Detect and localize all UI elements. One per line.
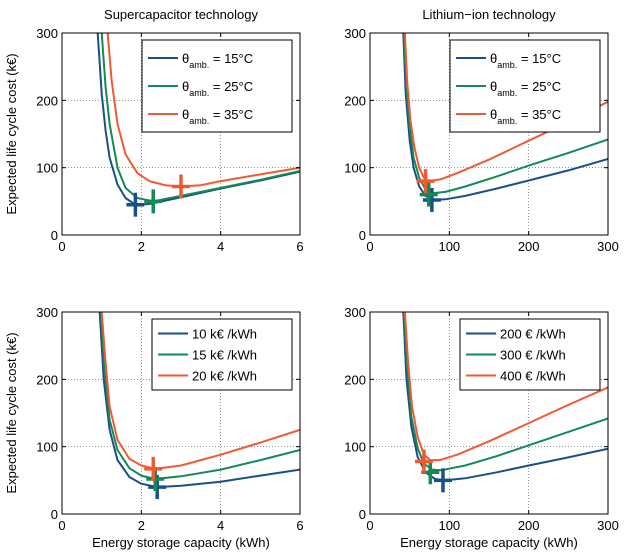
legend-label-3: 20 k€ /kWh: [192, 369, 257, 384]
y-tick-label: 100: [344, 161, 366, 176]
legend-label-1: 10 k€ /kWh: [192, 327, 257, 342]
legend: 200 € /kWh 300 € /kWh 400 € /kWh: [459, 318, 601, 391]
legend-label-1: θamb. = 15°C: [182, 51, 253, 70]
chart-panel-3: 0 2 4 6 0 100 200 300 Energy storage capacity (k…: [4, 305, 304, 550]
y-tick-label: 100: [36, 440, 58, 455]
x-tick-label: 200: [518, 239, 540, 254]
series-line-3: [100, 312, 300, 470]
axes-box: [61, 32, 301, 236]
legend-label-3: 400 € /kWh: [500, 369, 566, 384]
legend-label-2: 15 k€ /kWh: [192, 348, 257, 363]
chart-panel-1: 0 2 4 6 0 100 200 300 Supercapacitor technology E…: [4, 7, 304, 254]
legend: θamb. = 15°C θamb. = 25°C θamb. = 35°C: [141, 39, 293, 133]
y-tick-label: 200: [344, 372, 366, 387]
legend: θamb. = 15°C θamb. = 25°C θamb. = 35°C: [449, 39, 601, 133]
x-axis-label: Energy storage capacity (kWh): [92, 535, 270, 550]
series-group: [96, 33, 300, 206]
series-line-2: [100, 33, 300, 203]
chart-title: Lithium−ion technology: [422, 7, 556, 22]
y-axis-label: Expected life cycle cost (k€): [4, 332, 19, 493]
y-tick-label: 200: [36, 93, 58, 108]
x-axis-label: Energy storage capacity (kWh): [400, 535, 578, 550]
legend-label-3: θamb. = 35°C: [490, 107, 561, 126]
series-line-3: [106, 33, 300, 188]
y-tick-label: 0: [359, 507, 366, 522]
x-tick-label: 0: [366, 518, 373, 533]
legend-label-2: 300 € /kWh: [500, 348, 566, 363]
legend-label-1: θamb. = 15°C: [490, 51, 561, 70]
y-tick-label: 200: [344, 93, 366, 108]
y-tick-label: 0: [51, 228, 58, 243]
legend-label-2: θamb. = 25°C: [182, 79, 253, 98]
chart-panel-2: 0 100 200 300 0 100 200 300 Lithium−ion technolo…: [344, 7, 619, 254]
x-tick-label: 300: [597, 239, 619, 254]
y-tick-label: 0: [51, 507, 58, 522]
legend-label-1: 200 € /kWh: [500, 327, 566, 342]
axes-box: [61, 311, 301, 515]
legend: 10 k€ /kWh 15 k€ /kWh 20 k€ /kWh: [151, 318, 293, 391]
chart-title: Supercapacitor technology: [104, 7, 258, 22]
x-tick-label: 100: [438, 518, 460, 533]
y-tick-label: 300: [344, 26, 366, 41]
x-tick-label: 300: [597, 518, 619, 533]
legend-label-2: θamb. = 25°C: [490, 79, 561, 98]
x-tick-label: 6: [296, 518, 303, 533]
chart-panel-4: 0 100 200 300 0 100 200 300 Energy storage capac…: [344, 305, 619, 550]
y-tick-label: 200: [36, 372, 58, 387]
x-tick-label: 6: [296, 239, 303, 254]
x-tick-label: 2: [138, 518, 145, 533]
y-tick-label: 300: [344, 305, 366, 320]
axes-box: [369, 311, 609, 515]
x-tick-label: 100: [438, 239, 460, 254]
legend-label-3: θamb. = 35°C: [182, 107, 253, 126]
x-tick-label: 4: [217, 239, 224, 254]
y-tick-label: 300: [36, 26, 58, 41]
axes-box: [369, 32, 609, 236]
series-group: [98, 312, 300, 489]
y-tick-label: 300: [36, 305, 58, 320]
series-line-2: [99, 312, 300, 480]
y-tick-label: 0: [359, 228, 366, 243]
x-tick-label: 200: [518, 518, 540, 533]
x-tick-label: 0: [58, 518, 65, 533]
x-tick-label: 0: [366, 239, 373, 254]
x-tick-label: 4: [217, 518, 224, 533]
x-tick-label: 0: [58, 239, 65, 254]
series-line-1: [98, 312, 300, 489]
y-axis-label: Expected life cycle cost (k€): [4, 53, 19, 214]
y-tick-label: 100: [344, 440, 366, 455]
series-line-3: [403, 312, 608, 462]
x-tick-label: 2: [138, 239, 145, 254]
series-line-2: [403, 312, 608, 472]
y-tick-label: 100: [36, 161, 58, 176]
